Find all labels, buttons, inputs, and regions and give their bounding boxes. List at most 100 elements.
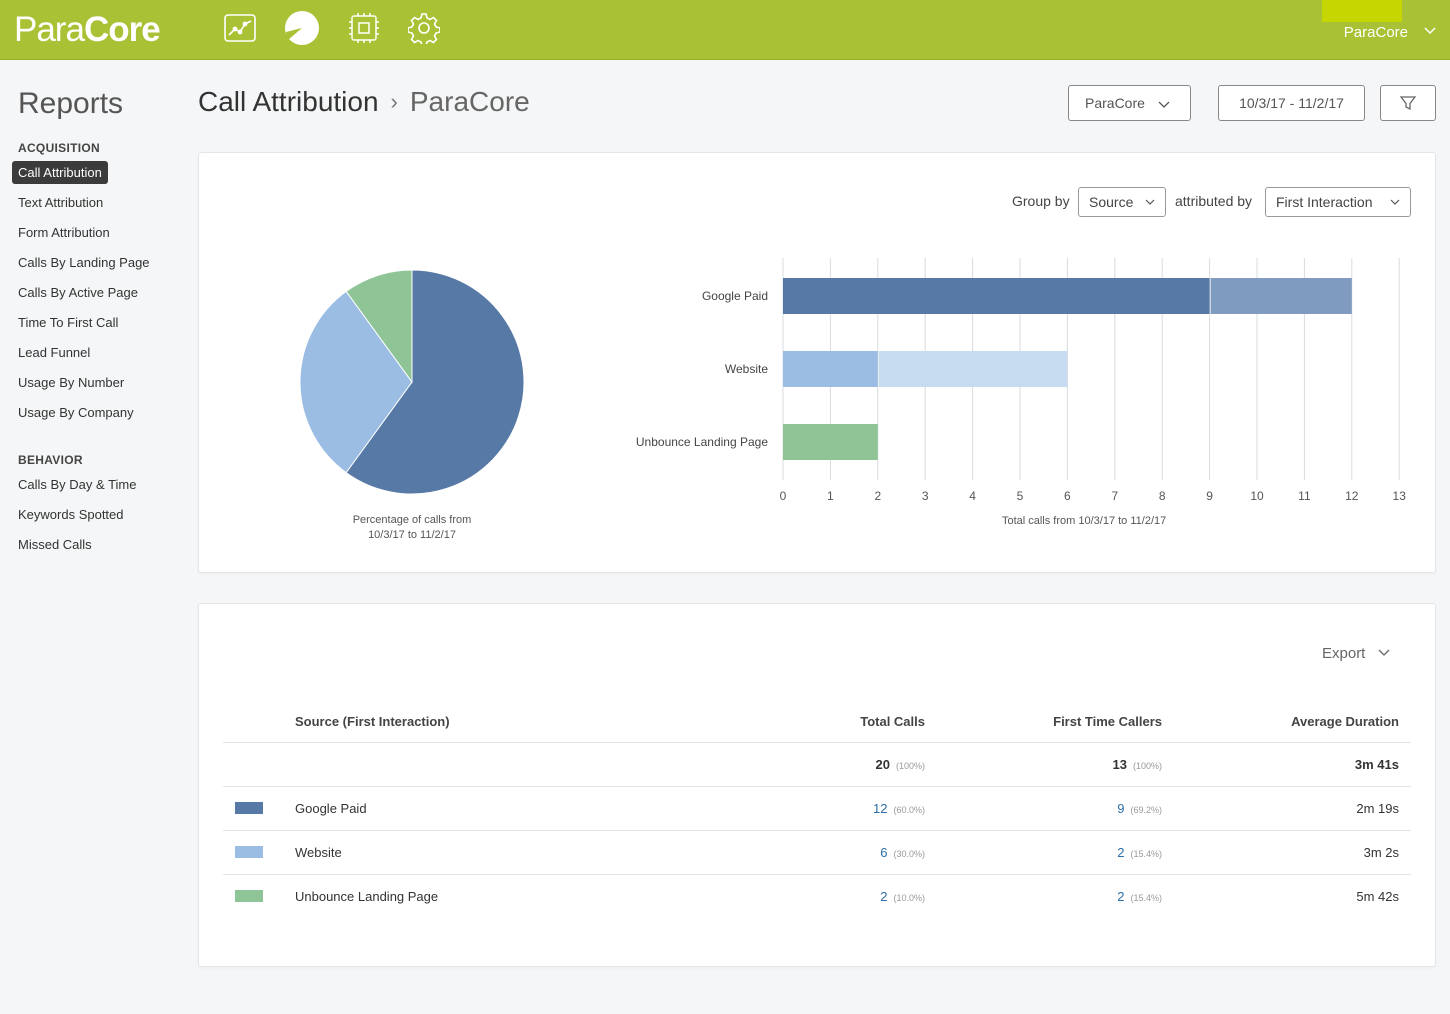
x-axis-label: Total calls from 10/3/17 to 11/2/17 xyxy=(1002,515,1166,527)
settings-gear-icon[interactable] xyxy=(406,10,442,46)
divider xyxy=(223,742,1411,743)
divider xyxy=(223,830,1411,831)
attributed-by-value: First Interaction xyxy=(1276,194,1373,210)
bar-website-segment-2[interactable] xyxy=(878,351,1068,387)
row-avg-duration: 2m 19s xyxy=(1356,801,1399,816)
bar-google-paid-segment-1[interactable] xyxy=(783,278,1210,314)
date-range-value: 10/3/17 - 11/2/17 xyxy=(1239,95,1344,111)
pie-caption-line1: Percentage of calls from xyxy=(352,514,472,526)
avatar xyxy=(1322,0,1402,22)
sidebar-item-calls-by-active-page[interactable]: Calls By Active Page xyxy=(18,285,138,300)
pie-slice-website[interactable] xyxy=(299,290,413,474)
top-bar: ParaCore ParaCore xyxy=(0,0,1450,60)
breadcrumb-separator: › xyxy=(390,89,398,114)
filter-icon xyxy=(1400,96,1416,111)
user-name: ParaCore xyxy=(1343,24,1408,41)
x-tick-label: 5 xyxy=(1017,489,1024,503)
total-calls-link[interactable]: 2 xyxy=(880,889,888,904)
breadcrumb-subtitle: ParaCore xyxy=(409,86,530,117)
group-by-select[interactable]: Source xyxy=(1078,187,1166,217)
sidebar-item-usage-by-number[interactable]: Usage By Number xyxy=(18,375,125,390)
pie-slice-google-paid[interactable] xyxy=(345,269,525,495)
category-label-website: Website xyxy=(725,362,768,376)
sidebar-item-form-attribution[interactable]: Form Attribution xyxy=(18,225,110,240)
legend-swatch-unbounce xyxy=(235,890,263,902)
total-calls-link[interactable]: 12 xyxy=(873,801,888,816)
legend-swatch-website xyxy=(235,846,263,858)
chevron-down-icon xyxy=(1378,649,1389,656)
logo[interactable]: ParaCore xyxy=(14,10,161,50)
row-source-unbounce: Unbounce Landing Page xyxy=(295,889,439,904)
first-time-pct: (69.2%) xyxy=(1130,805,1162,815)
header-first-time-callers[interactable]: First Time Callers xyxy=(1053,714,1162,729)
x-tick-label: 0 xyxy=(780,489,787,503)
totals-first-time-value: 13 xyxy=(1112,757,1127,772)
sidebar-item-calls-by-landing-page[interactable]: Calls By Landing Page xyxy=(18,255,150,270)
x-tick-label: 8 xyxy=(1159,489,1166,503)
totals-avg-duration: 3m 41s xyxy=(1354,757,1399,772)
divider xyxy=(223,874,1411,875)
row-source-website: Website xyxy=(295,845,342,860)
analytics-chart-icon[interactable] xyxy=(222,10,258,46)
filter-button[interactable] xyxy=(1380,85,1436,121)
user-menu[interactable]: ParaCore xyxy=(1322,0,1408,60)
sidebar-item-usage-by-company[interactable]: Usage By Company xyxy=(18,405,134,420)
first-time-pct: (15.4%) xyxy=(1130,893,1162,903)
attributed-by-select[interactable]: First Interaction xyxy=(1265,187,1411,217)
row-first-time: 2 (15.4%) xyxy=(1017,889,1162,904)
bar-website-segment-1[interactable] xyxy=(783,351,878,387)
bar-google-paid-segment-2[interactable] xyxy=(1210,278,1352,314)
x-tick-label: 4 xyxy=(969,489,976,503)
totals-total-calls-pct: (100%) xyxy=(895,761,925,771)
totals-first-time-pct: (100%) xyxy=(1132,761,1162,771)
sidebar-title: Reports xyxy=(18,87,124,120)
sidebar-item-time-to-first-call[interactable]: Time To First Call xyxy=(18,315,119,330)
total-calls-pct: (10.0%) xyxy=(893,893,925,903)
x-tick-label: 10 xyxy=(1250,489,1264,503)
pie-chart xyxy=(299,269,525,495)
row-source-google-paid: Google Paid xyxy=(295,801,367,816)
row-first-time: 2 (15.4%) xyxy=(1017,845,1162,860)
first-time-link[interactable]: 2 xyxy=(1117,889,1125,904)
sidebar-item-call-attribution[interactable]: Call Attribution xyxy=(12,161,108,184)
user-chevron-down-icon[interactable] xyxy=(1424,22,1436,40)
pie-slice-unbounce-landing-page[interactable] xyxy=(345,269,413,384)
sidebar-item-missed-calls[interactable]: Missed Calls xyxy=(18,537,92,552)
row-total-calls: 6 (30.0%) xyxy=(780,845,925,860)
first-time-link[interactable]: 9 xyxy=(1117,801,1125,816)
totals-total-calls: 20 (100%) xyxy=(780,757,925,772)
sidebar-item-text-attribution[interactable]: Text Attribution xyxy=(18,195,104,210)
row-avg-duration: 3m 2s xyxy=(1363,845,1399,860)
sidebar-item-keywords-spotted[interactable]: Keywords Spotted xyxy=(18,507,124,522)
sidebar-item-calls-by-day-time[interactable]: Calls By Day & Time xyxy=(18,477,137,492)
legend-swatch-google-paid xyxy=(235,802,263,814)
reports-pie-icon[interactable] xyxy=(284,10,320,46)
sidebar: Reports ACQUISITION Call Attribution Tex… xyxy=(0,60,190,1014)
bar-unbounce-landing-page-segment-1[interactable] xyxy=(783,424,878,460)
account-select[interactable]: ParaCore xyxy=(1068,85,1191,121)
x-tick-label: 11 xyxy=(1298,489,1311,503)
x-tick-label: 7 xyxy=(1111,489,1118,503)
totals-first-time: 13 (100%) xyxy=(1017,757,1162,772)
logo-part1: Para xyxy=(14,10,85,49)
export-button[interactable]: Export xyxy=(1322,645,1390,662)
logo-part2: Core xyxy=(83,10,161,49)
first-time-link[interactable]: 2 xyxy=(1117,845,1125,860)
x-tick-label: 6 xyxy=(1064,489,1071,503)
row-total-calls: 12 (60.0%) xyxy=(780,801,925,816)
header-total-calls[interactable]: Total Calls xyxy=(860,714,925,729)
page-title: Call Attribution › ParaCore xyxy=(198,86,530,118)
category-label-google-paid: Google Paid xyxy=(702,289,768,303)
pie-caption: Percentage of calls from 10/3/17 to 11/2… xyxy=(322,513,502,543)
chevron-down-icon xyxy=(1390,199,1400,205)
breadcrumb-title[interactable]: Call Attribution xyxy=(198,86,379,117)
header-source[interactable]: Source (First Interaction) xyxy=(295,714,450,729)
date-range-button[interactable]: 10/3/17 - 11/2/17 xyxy=(1218,85,1365,121)
header-average-duration[interactable]: Average Duration xyxy=(1291,714,1399,729)
x-tick-label: 1 xyxy=(827,489,834,503)
integrations-chip-icon[interactable] xyxy=(346,10,382,46)
sidebar-item-lead-funnel[interactable]: Lead Funnel xyxy=(18,345,91,360)
table-card xyxy=(198,603,1436,967)
total-calls-link[interactable]: 6 xyxy=(880,845,888,860)
